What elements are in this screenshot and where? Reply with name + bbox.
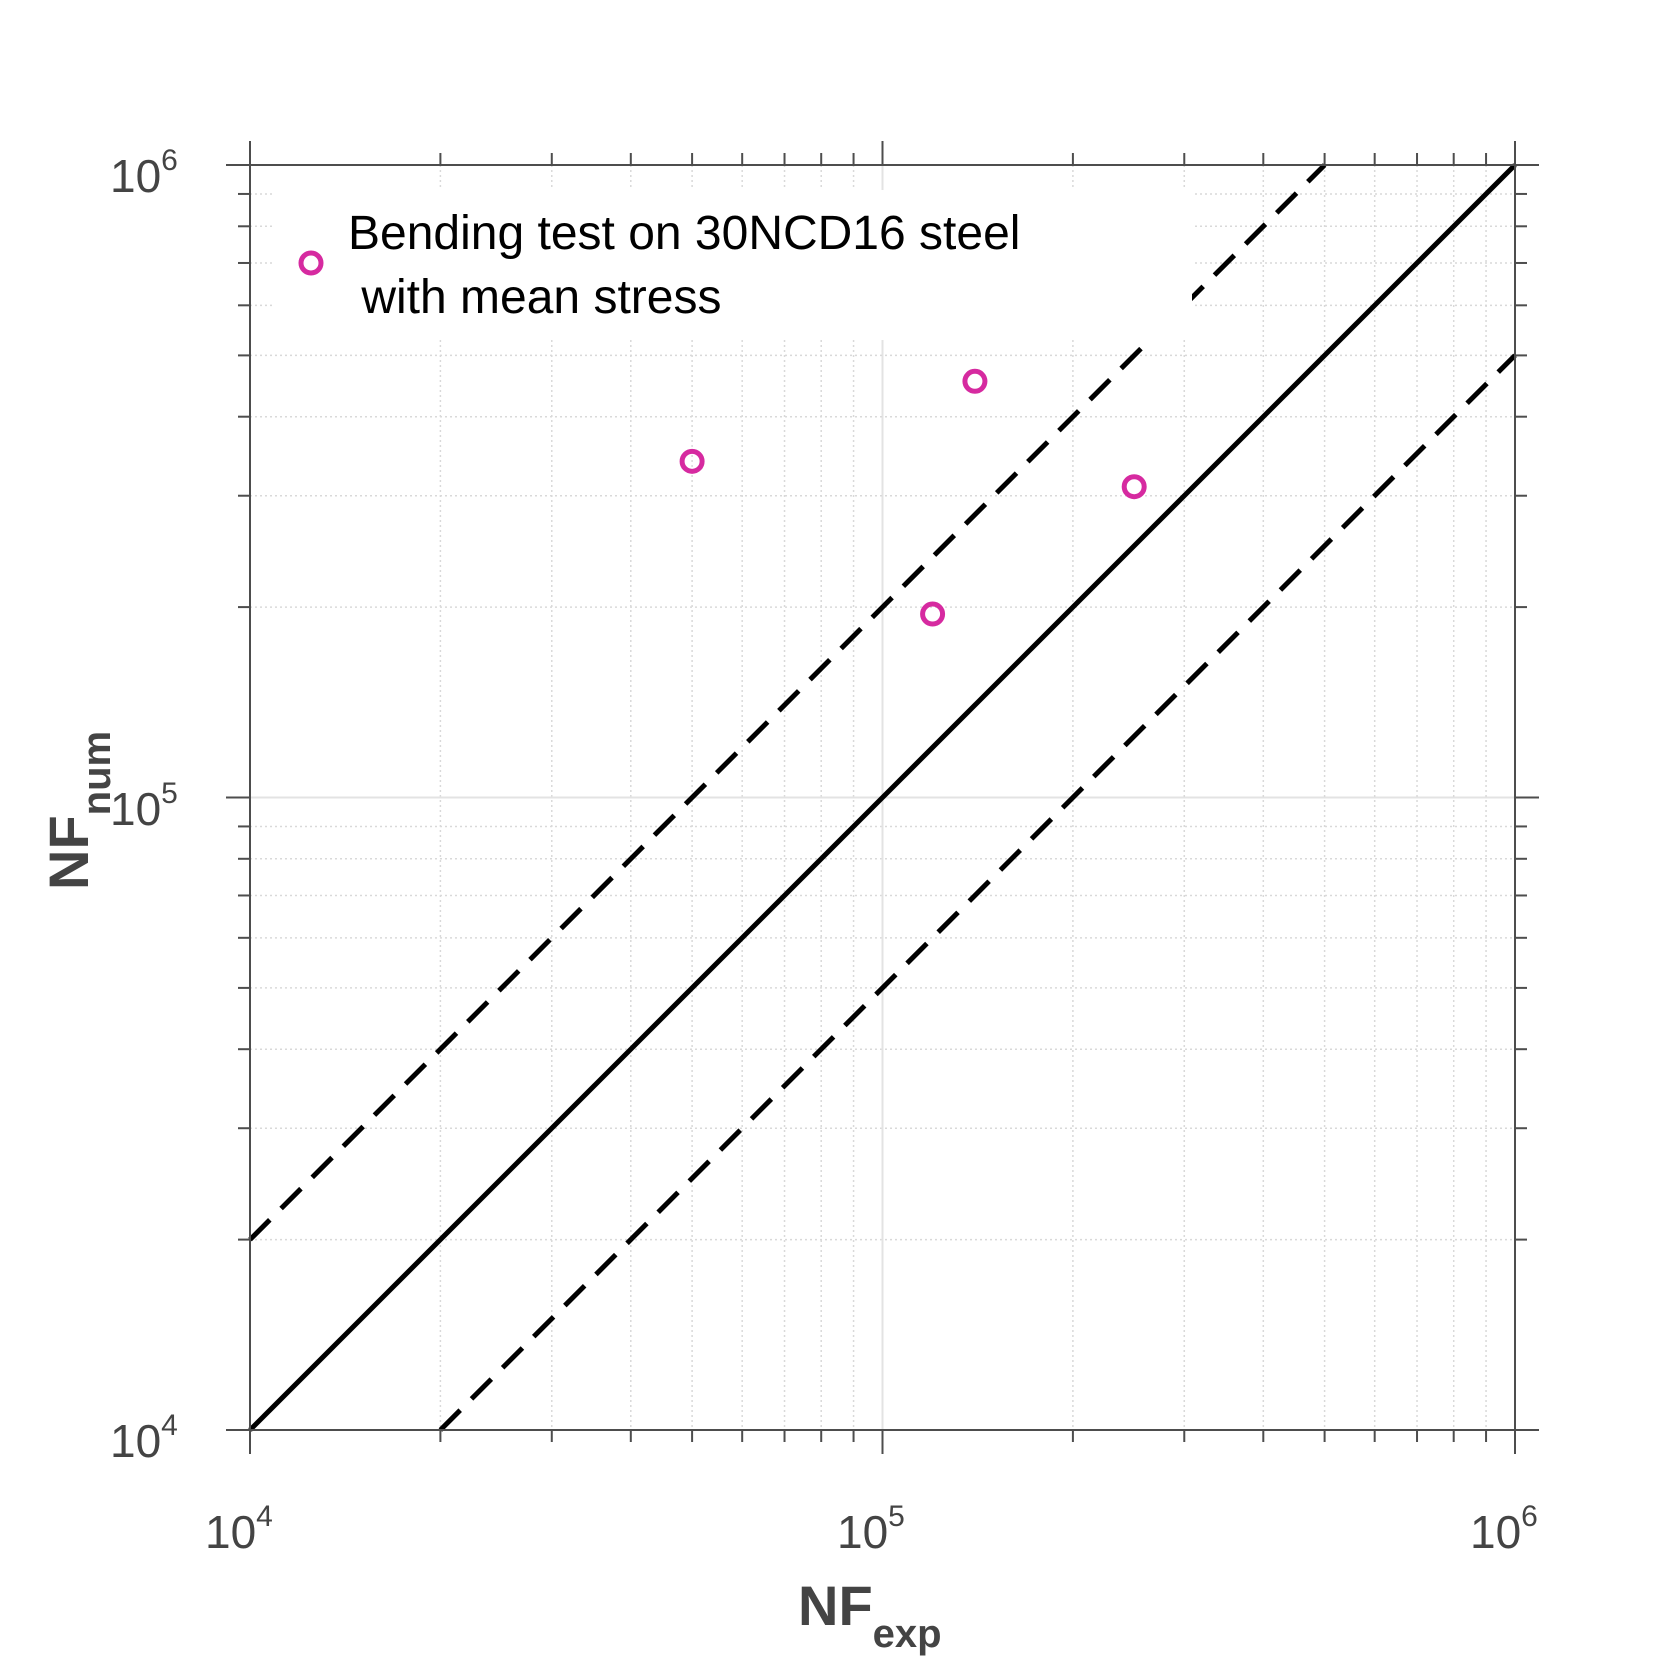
data-points [679, 368, 1147, 627]
legend: Bending test on 30NCD16 steel with mean … [272, 190, 1192, 340]
data-point [679, 448, 705, 474]
legend-label: Bending test on 30NCD16 steel [348, 207, 1020, 260]
y-tick-label: 106 [110, 144, 178, 202]
y-tick-label: 104 [110, 1409, 178, 1467]
reference-lines [248, 163, 1517, 1432]
legend-box [272, 190, 1192, 340]
dashed-reference-line [438, 353, 1517, 1432]
ticks [226, 141, 1539, 1454]
y-tick-label: 105 [110, 777, 178, 835]
dashed-reference-line [248, 163, 1327, 1242]
identity-line [248, 163, 1517, 1432]
x-tick-label: 106 [1470, 1500, 1538, 1558]
y-axis-title: NFnum [37, 731, 119, 890]
legend-marker [298, 250, 324, 276]
x-tick-label: 105 [837, 1500, 905, 1558]
data-point [1121, 474, 1147, 500]
data-point [962, 368, 988, 394]
legend-label: with mean stress [348, 271, 721, 324]
x-axis-title: NFexp [798, 1574, 942, 1656]
x-tick-label: 104 [205, 1500, 273, 1558]
data-point [920, 601, 946, 627]
